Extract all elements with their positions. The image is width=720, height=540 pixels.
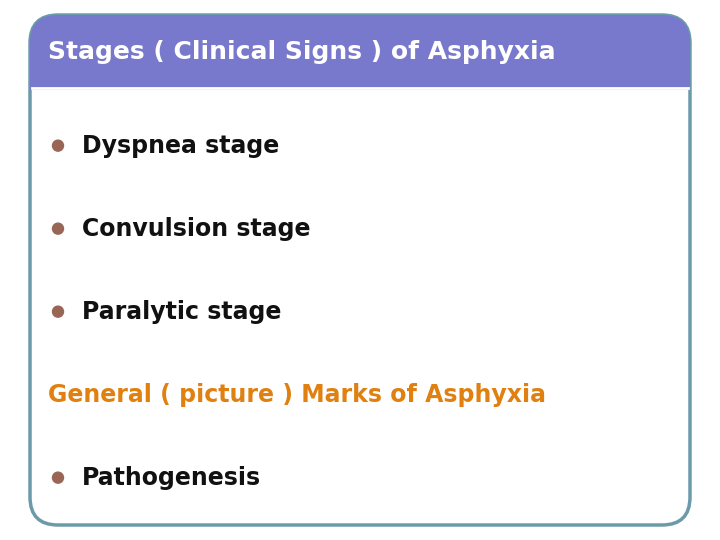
Circle shape bbox=[53, 140, 63, 151]
FancyBboxPatch shape bbox=[30, 60, 690, 90]
Text: Stages ( Clinical Signs ) of Asphyxia: Stages ( Clinical Signs ) of Asphyxia bbox=[48, 40, 556, 64]
Text: Dyspnea stage: Dyspnea stage bbox=[82, 133, 279, 158]
FancyBboxPatch shape bbox=[30, 15, 690, 90]
Text: Paralytic stage: Paralytic stage bbox=[82, 300, 282, 323]
Circle shape bbox=[53, 306, 63, 317]
FancyBboxPatch shape bbox=[30, 15, 690, 525]
Circle shape bbox=[53, 472, 63, 483]
Circle shape bbox=[53, 223, 63, 234]
Text: Pathogenesis: Pathogenesis bbox=[82, 465, 261, 490]
Text: Convulsion stage: Convulsion stage bbox=[82, 217, 310, 241]
Text: General ( picture ) Marks of Asphyxia: General ( picture ) Marks of Asphyxia bbox=[48, 383, 546, 407]
